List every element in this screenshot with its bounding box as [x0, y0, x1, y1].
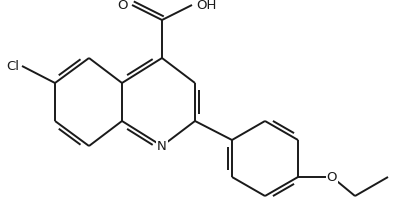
Text: OH: OH — [196, 0, 217, 12]
Text: O: O — [327, 170, 337, 184]
Text: Cl: Cl — [6, 60, 19, 73]
Text: N: N — [157, 140, 167, 153]
Text: O: O — [117, 0, 128, 12]
